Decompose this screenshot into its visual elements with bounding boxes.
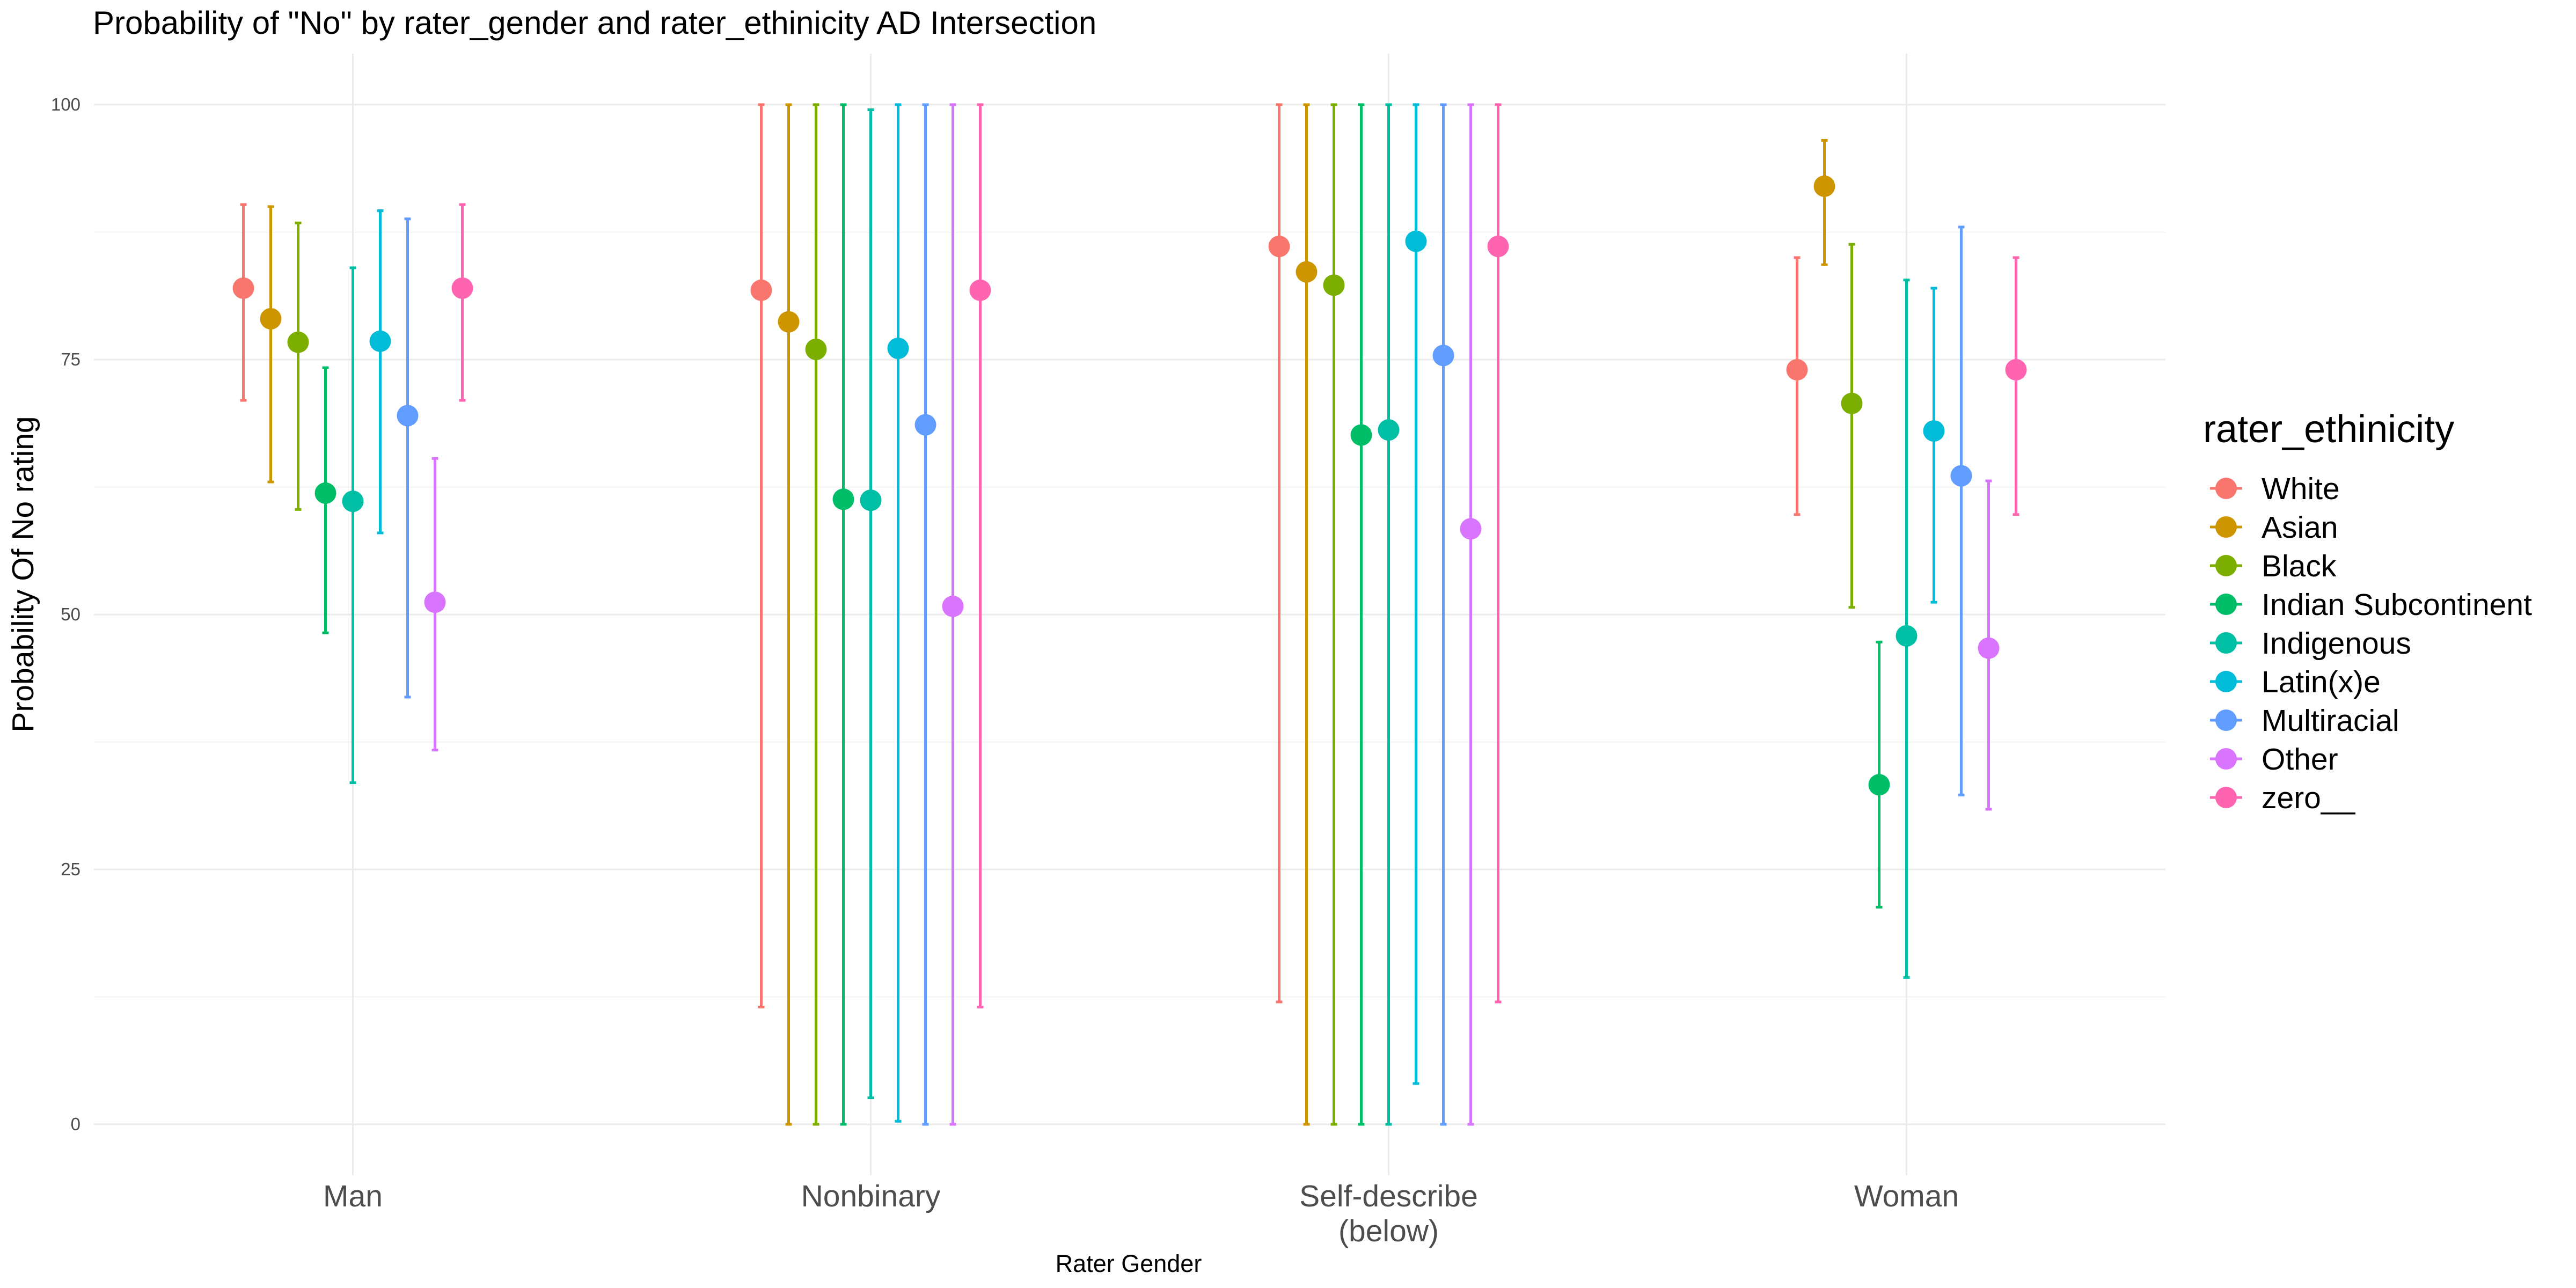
data-point xyxy=(832,488,854,510)
legend-label: White xyxy=(2262,472,2340,506)
series-latin-x-e xyxy=(369,103,1945,1123)
x-axis-label: Rater Gender xyxy=(1056,1250,1202,1277)
data-point xyxy=(778,311,800,333)
legend-label: Multiracial xyxy=(2262,704,2399,738)
series-other xyxy=(424,103,2000,1126)
legend-label: Indian Subcontinent xyxy=(2262,588,2532,622)
data-point xyxy=(1896,625,1918,647)
y-tick-label: 0 xyxy=(71,1114,80,1134)
data-point xyxy=(1350,424,1372,446)
data-point xyxy=(1460,518,1482,540)
series-asian xyxy=(260,103,1835,1126)
data-point xyxy=(1432,345,1454,367)
x-tick-label-line: Man xyxy=(323,1179,383,1213)
series-indian-subcontinent xyxy=(314,103,1890,1126)
x-tick-label-line: (below) xyxy=(1338,1214,1439,1248)
legend-item-white: White xyxy=(2210,472,2340,506)
data-point xyxy=(260,308,282,330)
series-white xyxy=(232,103,1808,1008)
legend-title: rater_ethinicity xyxy=(2203,408,2454,451)
legend-key-point xyxy=(2215,478,2237,499)
series-indigenous xyxy=(342,103,1918,1126)
x-axis-ticks: Man Nonbinary Self-describe (below) Woman xyxy=(323,1179,1959,1248)
data-point xyxy=(397,405,419,427)
y-tick-label: 50 xyxy=(61,604,80,624)
series-zero xyxy=(451,103,2027,1008)
legend-label: Latin(x)e xyxy=(2262,665,2381,699)
legend-item-asian: Asian xyxy=(2210,510,2338,545)
legend-label: Other xyxy=(2262,742,2338,777)
data-point xyxy=(1786,359,1808,380)
data-point xyxy=(1487,236,1509,258)
x-tick-label: Nonbinary xyxy=(801,1179,941,1213)
data-marks xyxy=(232,103,2027,1126)
x-tick-label: Man xyxy=(323,1179,383,1213)
legend-item-indigenous: Indigenous xyxy=(2210,626,2411,661)
data-point xyxy=(969,279,991,301)
series-black xyxy=(287,103,1863,1126)
data-point xyxy=(232,277,254,299)
y-axis-label: Probability Of No rating xyxy=(6,416,40,732)
data-point xyxy=(1813,175,1835,197)
legend-label: Asian xyxy=(2262,510,2338,545)
x-tick-label: Woman xyxy=(1854,1179,1959,1213)
data-point xyxy=(1323,274,1345,296)
data-point xyxy=(1378,419,1400,441)
data-point xyxy=(424,591,446,613)
series-multiracial xyxy=(397,103,1972,1126)
data-point xyxy=(887,338,909,360)
data-point xyxy=(1268,236,1290,258)
data-point xyxy=(2005,359,2027,380)
y-tick-label: 100 xyxy=(51,94,80,114)
data-point xyxy=(1296,261,1318,283)
data-point xyxy=(451,277,473,299)
data-point xyxy=(860,489,882,511)
y-tick-label: 25 xyxy=(61,859,80,879)
legend-item-multiracial: Multiracial xyxy=(2210,704,2399,738)
legend-item-latin-x-e: Latin(x)e xyxy=(2210,665,2381,699)
data-point xyxy=(1868,774,1890,796)
legend-key-point xyxy=(2215,632,2237,654)
legend-item-zero: zero__ xyxy=(2210,781,2356,815)
data-point xyxy=(1978,637,2000,659)
legend-key-point xyxy=(2215,594,2237,615)
data-point xyxy=(942,595,964,617)
legend-label: zero__ xyxy=(2262,781,2356,815)
data-point xyxy=(1841,392,1863,414)
chart-title: Probability of "No" by rater_gender and … xyxy=(93,5,1096,41)
data-point xyxy=(750,279,772,301)
legend-key-point xyxy=(2215,748,2237,770)
legend-key-point xyxy=(2215,709,2237,731)
data-point xyxy=(805,339,827,360)
legend-items: White Asian Black Indian Subcontinent Indige… xyxy=(2210,472,2532,815)
legend-item-black: Black xyxy=(2210,549,2337,583)
legend-label: Indigenous xyxy=(2262,626,2411,661)
legend-key-point xyxy=(2215,555,2237,576)
legend-item-other: Other xyxy=(2210,742,2338,777)
legend: rater_ethinicity White Asian Black Indian S… xyxy=(2203,408,2532,815)
legend-label: Black xyxy=(2262,549,2337,583)
x-tick-label: Self-describe (below) xyxy=(1299,1179,1478,1248)
legend-key-point xyxy=(2215,671,2237,692)
y-axis-ticks: 0 25 50 75 100 xyxy=(51,94,80,1134)
data-point xyxy=(1950,465,1972,487)
legend-item-indian-subcontinent: Indian Subcontinent xyxy=(2210,588,2532,622)
data-point xyxy=(342,491,364,513)
grid xyxy=(94,54,2165,1175)
y-tick-label: 75 xyxy=(61,349,80,369)
data-point xyxy=(287,331,309,353)
legend-key-point xyxy=(2215,516,2237,538)
data-point xyxy=(914,414,936,436)
data-point xyxy=(1923,420,1945,442)
data-point xyxy=(369,330,391,352)
x-tick-label-line: Nonbinary xyxy=(801,1179,941,1213)
legend-key-point xyxy=(2215,787,2237,808)
data-point xyxy=(1405,230,1427,252)
x-tick-label-line: Woman xyxy=(1854,1179,1959,1213)
data-point xyxy=(314,482,336,504)
x-tick-label-line: Self-describe xyxy=(1299,1179,1478,1213)
